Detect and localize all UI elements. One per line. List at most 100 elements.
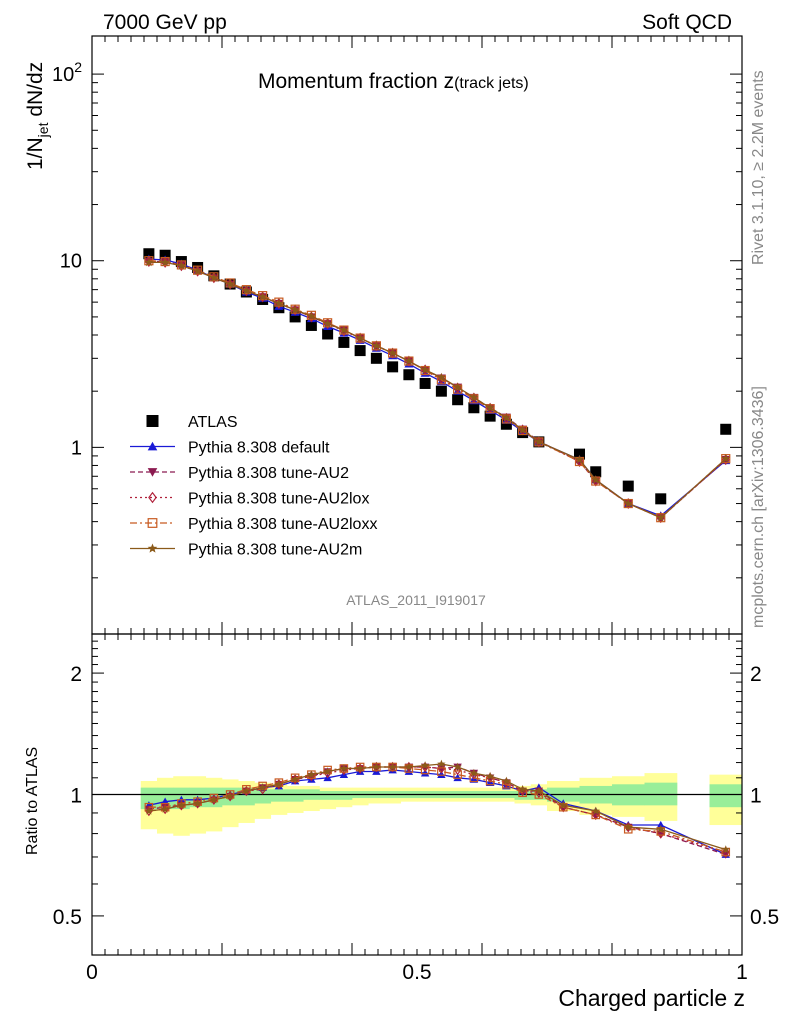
legend-entry: Pythia 8.308 tune-AU2 [130, 465, 349, 482]
series-pythia-8-308-tune-au2m [144, 257, 731, 522]
ratio-point [420, 761, 430, 770]
ratio-point [225, 791, 235, 800]
data-point [143, 248, 155, 260]
data-point [420, 365, 430, 374]
main-y-tick-label: 10 [60, 251, 82, 273]
data-point [574, 448, 585, 460]
data-point [209, 273, 219, 282]
data-point [435, 385, 447, 397]
ratio-point [355, 764, 365, 773]
data-point [144, 256, 153, 268]
ratio-point [404, 762, 414, 771]
legend-entry: Pythia 8.308 tune-AU2loxx [130, 516, 377, 533]
rivet-version-label: Rivet 3.1.10, ≥ 2.2M events [750, 70, 767, 265]
data-point [388, 348, 398, 357]
data-point [159, 249, 171, 261]
ratio-point [591, 806, 600, 815]
ratio-point [437, 759, 446, 768]
ratio-point [453, 773, 462, 782]
ratio-point [160, 804, 170, 813]
ratio-point [290, 775, 300, 783]
legend-marker [147, 441, 158, 451]
ratio-point [534, 786, 544, 795]
legend: ATLAS Pythia 8.308 default Pythia 8.308 tu… [130, 414, 377, 559]
ratio-point [559, 800, 568, 809]
main-y-axis-label: 1/Njet dN/dz [24, 62, 51, 170]
data-point [404, 356, 414, 365]
x-axis-label: Charged particle z [558, 985, 745, 1011]
data-point [591, 475, 601, 484]
plot-title-main: Momentum fraction z [258, 70, 454, 93]
ratio-band-green [319, 791, 337, 800]
ratio-band-green [335, 791, 353, 800]
x-tick-label: 1 [736, 961, 748, 984]
ratio-point [453, 770, 462, 779]
data-point [403, 369, 415, 381]
legend-entry: ATLAS [146, 414, 238, 431]
ratio-band-green [270, 789, 288, 802]
data-point [500, 418, 512, 430]
data-point [590, 466, 602, 478]
ratio-point [323, 765, 332, 775]
header-left-label: 7000 GeV pp [103, 11, 227, 34]
header-right-label: Soft QCD [642, 11, 732, 34]
ratio-point [437, 767, 446, 776]
data-point [289, 311, 301, 323]
ratio-y-tick-label-right: 0.5 [750, 906, 779, 929]
data-point [655, 493, 667, 505]
data-point [160, 256, 170, 267]
data-point [258, 292, 268, 301]
legend-entry: Pythia 8.308 tune-AU2m [130, 542, 362, 559]
legend-label: Pythia 8.308 tune-AU2 [188, 465, 349, 482]
data-point [339, 325, 349, 334]
mcplots-reference-label: mcplots.cern.ch [arXiv:1306.3436] [750, 386, 767, 628]
ratio-y-tick-label-left: 2 [70, 663, 82, 686]
ratio-point [274, 779, 284, 788]
data-point [355, 333, 365, 342]
data-point [436, 372, 446, 382]
main-y-tick-label: 1 [71, 437, 82, 459]
ratio-panel: 0.5 0.5 1 1 2 2 0 0.5 1 [53, 633, 779, 984]
legend-label: Pythia 8.308 tune-AU2lox [188, 491, 369, 508]
ratio-point [355, 762, 365, 772]
main-y-axis-label-sub: jet [35, 122, 51, 138]
data-point [518, 425, 528, 434]
data-point [160, 257, 170, 267]
data-point [501, 413, 511, 422]
x-tick-label: 0 [86, 961, 98, 984]
ratio-point [624, 822, 633, 831]
x-tick-label: 0.5 [402, 961, 431, 984]
data-point [290, 305, 300, 314]
data-point [306, 311, 316, 320]
ratio-point [242, 786, 251, 795]
ratio-series-pythia-8-308-tune-au2m [144, 759, 730, 854]
ratio-y-tick-label-right: 2 [750, 663, 762, 686]
ratio-y-tick-label-right: 1 [750, 785, 762, 808]
ratio-point [307, 770, 316, 779]
data-point [193, 266, 203, 275]
ratio-point [258, 781, 267, 791]
ratio-point [420, 768, 430, 777]
ratio-line [148, 763, 726, 851]
legend-label: Pythia 8.308 default [188, 440, 330, 457]
legend-marker [147, 543, 158, 553]
ratio-point [372, 762, 381, 771]
data-point [485, 403, 495, 412]
data-point [534, 437, 544, 446]
data-point [176, 261, 186, 270]
ratio-point [656, 820, 665, 829]
data-point [720, 423, 732, 435]
data-point [623, 498, 633, 508]
ratio-band-green [287, 789, 304, 802]
data-point [452, 394, 464, 406]
data-point [371, 341, 381, 350]
ratio-point [437, 770, 446, 779]
ratio-point [502, 776, 511, 785]
data-point [225, 279, 235, 288]
data-point [290, 304, 300, 314]
data-point [144, 257, 154, 267]
ratio-point [209, 795, 219, 804]
legend-marker [147, 468, 158, 477]
main-y-axis-label-tail: dN/dz [24, 62, 47, 123]
